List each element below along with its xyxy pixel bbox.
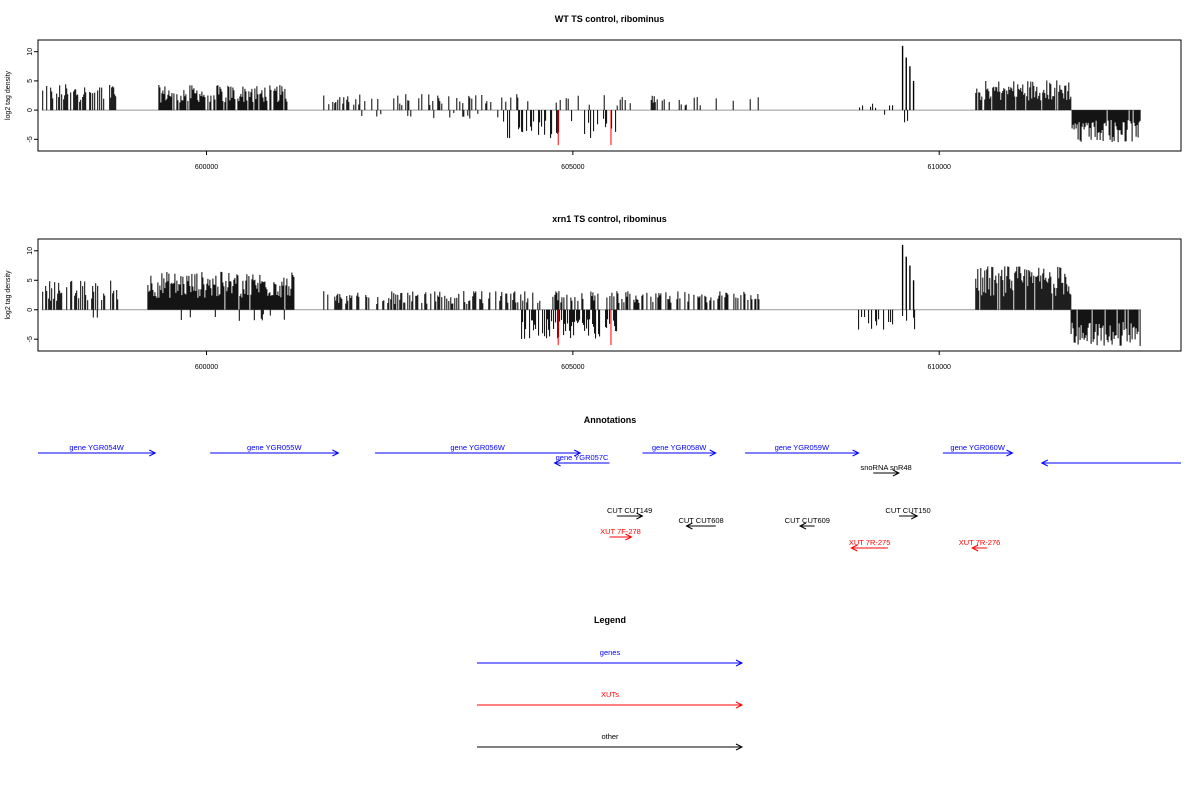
legend-arrow-head [735,659,744,667]
x-tick-label: 610000 [928,164,951,171]
annotation-label: gene YGR059W [775,443,830,452]
y-tick-label: -5 [27,336,34,342]
annotation-label: snoRNA snR48 [860,463,911,472]
y-tick-label: 10 [27,247,34,255]
annotation-arrow-head [573,449,582,457]
annotations-panel: Annotations gene YGR054W gene YGR055W gene … [38,415,1181,552]
annotation-arrow-head [911,512,919,520]
y-axis-label: log2 tag density [5,70,12,120]
annotation-label: gene YGR058W [652,443,707,452]
annotation-arrow-head [636,512,644,520]
chart-title: WT TS control, ribominus [555,14,665,24]
legend-label: XUTs [601,690,619,699]
chart-title: xrn1 TS control, ribominus [552,214,667,224]
annotation-arrow-head [625,533,633,541]
y-tick-label: 10 [27,48,34,56]
x-tick-label: 605000 [561,364,584,371]
annotation-arrow-head [850,544,858,552]
annotation-label: gene YGR057C [556,453,609,462]
y-tick-label: 0 [27,108,34,112]
annotation-arrow-head [892,469,901,477]
annotation-arrow-head [971,544,979,552]
wt-track-panel: WT TS control, ribominus -5 0 5 10 log2 tag d… [5,14,1182,171]
xrn1-track-panel: xrn1 TS control, ribominus -5 0 5 10 log2 tag… [5,214,1182,371]
y-axis-label: log2 tag density [5,270,12,320]
annotation-label: XUT 7F-278 [600,527,641,536]
legend-arrow-head [735,701,744,709]
annotation-label: CUT CUT149 [607,506,652,515]
annotation-arrow-head [798,522,807,530]
legend-title: Legend [594,615,626,625]
annotation-label: CUT CUT608 [678,516,723,525]
annotation-arrow-head [685,522,693,530]
annotation-label: CUT CUT150 [885,506,930,515]
annotation-label: XUT 7R-275 [849,538,891,547]
annotation-arrow-head [553,459,561,467]
legend-arrow-head [735,743,744,751]
y-tick-label: -5 [27,136,34,142]
annotation-arrow-head [1006,449,1014,457]
annotation-arrow-head [852,449,860,457]
annotation-label: gene YGR060W [950,443,1005,452]
x-tick-label: 605000 [561,164,584,171]
annotation-label: XUT 7R-276 [959,538,1001,547]
legend-panel: Legend genes XUTs other [477,615,744,751]
plot-frame [37,238,1182,352]
x-tick-label: 600000 [195,164,218,171]
annotation-label: gene YGR054W [69,443,124,452]
annotations-title: Annotations [584,415,637,425]
legend-label: genes [600,648,621,657]
annotation-arrow-head [332,449,340,457]
x-tick-label: 600000 [195,364,218,371]
annotation-arrow-head [709,449,717,457]
annotation-label: gene YGR056W [450,443,505,452]
annotation-arrow-head [149,449,157,457]
y-tick-label: 5 [27,278,34,282]
annotation-arrow-head [1040,459,1049,467]
y-tick-label: 0 [27,308,34,312]
annotation-label: CUT CUT609 [785,516,830,525]
x-tick-label: 610000 [928,364,951,371]
plot-frame [37,39,1182,152]
y-tick-label: 5 [27,79,34,83]
legend-label: other [601,732,619,741]
annotation-label: gene YGR055W [247,443,302,452]
